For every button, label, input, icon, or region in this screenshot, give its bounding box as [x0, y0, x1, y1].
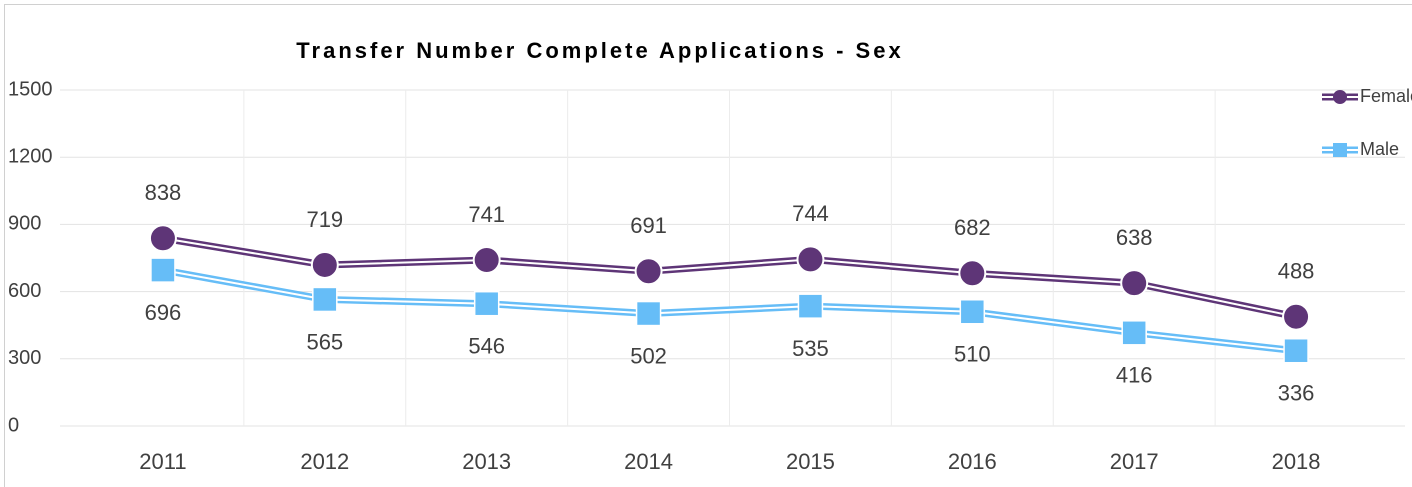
data-label: 416 [1116, 363, 1153, 388]
marker [150, 257, 176, 283]
data-label: 719 [306, 207, 343, 232]
x-tick-label: 2017 [1110, 449, 1159, 474]
data-label: 502 [630, 343, 667, 368]
y-tick-label: 900 [8, 213, 41, 235]
data-label: 565 [306, 329, 343, 354]
data-label: 838 [145, 180, 182, 205]
marker [1121, 320, 1147, 346]
marker [472, 246, 501, 275]
marker [312, 286, 338, 313]
x-tick-label: 2016 [948, 449, 997, 474]
marker [959, 299, 986, 325]
chart-border [4, 4, 1412, 487]
marker [634, 257, 663, 286]
data-label: 741 [468, 202, 505, 227]
data-label: 535 [792, 336, 829, 361]
data-label: 510 [954, 342, 991, 367]
series-line-inner [162, 237, 1297, 318]
marker [310, 250, 339, 279]
chart-title: Transfer Number Complete Applications - … [296, 38, 903, 63]
y-tick-label: 600 [8, 280, 41, 302]
data-label: 691 [630, 213, 667, 238]
y-tick-label: 0 [8, 414, 19, 436]
marker [797, 293, 824, 319]
data-label: 638 [1116, 225, 1153, 250]
legend-label: Male [1360, 139, 1399, 159]
marker [1283, 337, 1309, 364]
y-tick-label: 1200 [8, 145, 53, 167]
x-tick-label: 2015 [786, 449, 835, 474]
marker [958, 259, 987, 288]
legend-marker [1333, 90, 1347, 104]
marker [796, 245, 825, 274]
x-tick-label: 2013 [462, 449, 511, 474]
data-label: 682 [954, 215, 991, 240]
marker [148, 224, 177, 253]
marker [473, 290, 500, 317]
y-tick-label: 300 [8, 347, 41, 369]
y-tick-label: 1500 [8, 78, 53, 100]
marker [1282, 302, 1311, 331]
data-label: 336 [1278, 381, 1315, 406]
data-label: 546 [468, 334, 505, 359]
marker [1120, 269, 1149, 298]
legend-label: Female [1360, 86, 1412, 106]
x-tick-label: 2018 [1272, 449, 1321, 474]
data-label: 488 [1278, 259, 1315, 284]
data-label: 744 [792, 201, 829, 226]
legend-marker [1333, 143, 1347, 157]
marker [635, 300, 662, 327]
x-tick-label: 2011 [139, 449, 186, 474]
data-label: 696 [145, 300, 182, 325]
x-tick-label: 2012 [300, 449, 349, 474]
x-tick-label: 2014 [624, 449, 673, 474]
series-line-inner [162, 269, 1297, 352]
